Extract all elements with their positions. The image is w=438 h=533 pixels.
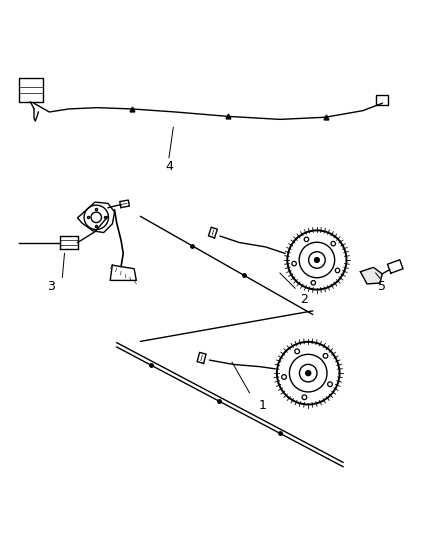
Circle shape: [306, 370, 311, 376]
Circle shape: [314, 257, 319, 262]
Text: 5: 5: [378, 280, 386, 293]
Text: 2: 2: [300, 293, 308, 305]
Bar: [19, 78, 43, 102]
Text: 3: 3: [47, 280, 55, 293]
Polygon shape: [360, 268, 382, 284]
Bar: [376, 95, 388, 104]
Text: 4: 4: [165, 160, 173, 173]
Text: 1: 1: [258, 399, 266, 412]
